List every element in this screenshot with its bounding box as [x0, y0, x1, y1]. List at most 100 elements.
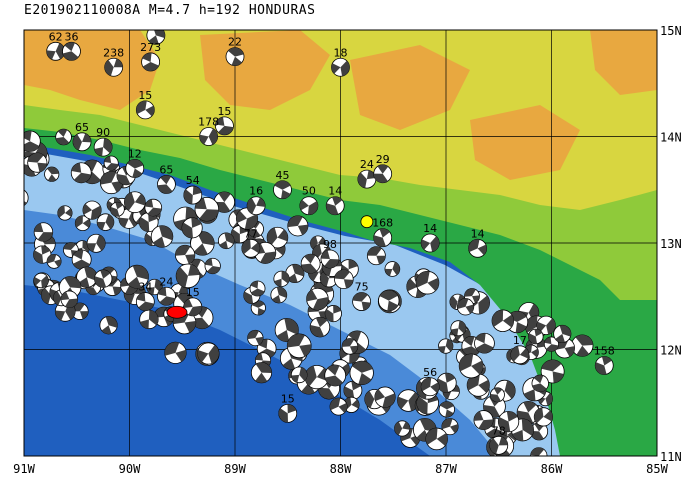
event-depth-label: 77	[244, 227, 258, 240]
beachball-icon	[420, 377, 440, 397]
beachball-icon	[420, 233, 440, 253]
map-title: E201902110008A M=4.7 h=192 HONDURAS	[24, 3, 316, 18]
beachball-icon	[135, 100, 155, 120]
beachball-icon	[324, 364, 347, 387]
lat-tick-label: 15N	[660, 24, 682, 38]
beachball-icon	[352, 292, 372, 311]
beachball-icon	[225, 47, 245, 67]
beachball-icon	[71, 249, 92, 270]
event-depth-label: 24	[360, 158, 374, 171]
beachball-icon	[181, 217, 203, 239]
beachball-icon	[247, 329, 264, 347]
beachball-icon	[144, 198, 163, 217]
axis-labels: 91W 90W 89W 88W 87W 86W 85W 15N 14N 13N 12N 11N	[13, 24, 682, 476]
beachball-icon	[533, 407, 554, 427]
beachball-icon	[250, 362, 273, 384]
beachball-icon	[0, 177, 13, 201]
land-mountain-4	[470, 105, 580, 180]
beachball-icon	[349, 360, 374, 386]
beachball-icon	[543, 336, 559, 352]
beachball-icon	[194, 196, 220, 222]
beachball-icon	[138, 212, 159, 233]
beachball-icon	[489, 387, 505, 403]
beachball-icon	[104, 57, 124, 77]
beachball-icon	[44, 166, 60, 182]
land-mountain-5	[590, 30, 657, 95]
beachball-icon	[199, 127, 219, 146]
beachball-icon	[299, 196, 319, 216]
beachball-icon	[141, 52, 161, 72]
beachball-icon	[374, 386, 396, 408]
beachball-icon	[135, 292, 155, 311]
beachball-icon	[55, 128, 72, 146]
event-depth-label: 15	[138, 89, 152, 102]
beachball-icon	[270, 286, 288, 304]
beachball-icon	[320, 249, 340, 269]
event-depth-label: 168	[372, 217, 393, 230]
lat-tick-label: 13N	[660, 237, 682, 251]
beachball-icon	[249, 280, 266, 297]
beachball-icon	[96, 213, 115, 231]
beachball-icon	[76, 266, 98, 288]
event-depth-label: 45	[275, 169, 289, 182]
beachball-icon	[309, 316, 331, 338]
beachball-icon	[474, 332, 495, 354]
beachball-icon	[300, 253, 321, 274]
event-depth-label: 65	[75, 121, 89, 134]
lon-tick-label: 89W	[224, 462, 246, 476]
event-depth-label: 14	[423, 222, 437, 235]
beachball-icon	[530, 422, 549, 441]
highlight-event-marker	[360, 215, 374, 229]
event-depth-label: 50	[302, 185, 316, 198]
beachball-icon	[57, 205, 73, 221]
beachball-icon	[511, 418, 534, 442]
event-depth-label: 75	[355, 281, 369, 294]
beachball-icon	[217, 232, 235, 250]
lat-tick-label: 14N	[660, 131, 682, 145]
event-depth-label: 78	[492, 424, 506, 437]
beachball-icon	[438, 401, 455, 418]
beachball-icon	[438, 338, 454, 354]
event-depth-label: 12	[149, 14, 163, 27]
event-depth-label: 29	[376, 153, 390, 166]
beachball-icon	[241, 238, 261, 258]
lon-tick-label: 87W	[435, 462, 457, 476]
beachball-icon	[489, 435, 509, 455]
beachball-icon	[183, 185, 203, 205]
beachball-icon	[46, 253, 62, 269]
event-depth-label: 24	[159, 275, 173, 288]
beachball-icon	[46, 41, 66, 61]
beachball-icon	[99, 316, 118, 335]
beachball-icon	[373, 164, 393, 184]
beachball-icon	[341, 338, 359, 355]
beachball-icon	[450, 320, 467, 337]
beachball-icon	[394, 420, 411, 437]
beachball-icon	[33, 245, 52, 264]
event-depth-label: 17	[513, 334, 527, 347]
beachball-icon	[24, 189, 29, 207]
beachball-icon	[215, 116, 234, 136]
beachball-icon	[246, 196, 266, 216]
lat-tick-label: 11N	[660, 450, 682, 464]
beachball-icon	[33, 272, 49, 289]
beachball-icon	[266, 226, 289, 249]
event-depth-label: 65	[159, 163, 173, 176]
event-depth-label: 90	[96, 126, 110, 139]
event-depth-label: 14	[328, 185, 342, 198]
beachball-icon	[175, 263, 201, 289]
beachball-icon	[285, 263, 305, 284]
beachball-icon	[290, 366, 308, 384]
event-depth-label: 273	[140, 41, 161, 54]
beachball-icon	[456, 298, 475, 316]
lon-tick-label: 90W	[119, 462, 141, 476]
beachball-icon	[190, 231, 215, 256]
beachball-icon	[146, 30, 166, 45]
beachball-icon	[528, 328, 544, 345]
event-depth-label: 16	[249, 185, 263, 198]
beachball-icon	[325, 196, 345, 216]
beachball-icon	[373, 228, 393, 248]
beachball-icon	[62, 41, 81, 61]
event-depth-label: 34	[138, 281, 152, 294]
beachball-icon	[531, 374, 549, 393]
